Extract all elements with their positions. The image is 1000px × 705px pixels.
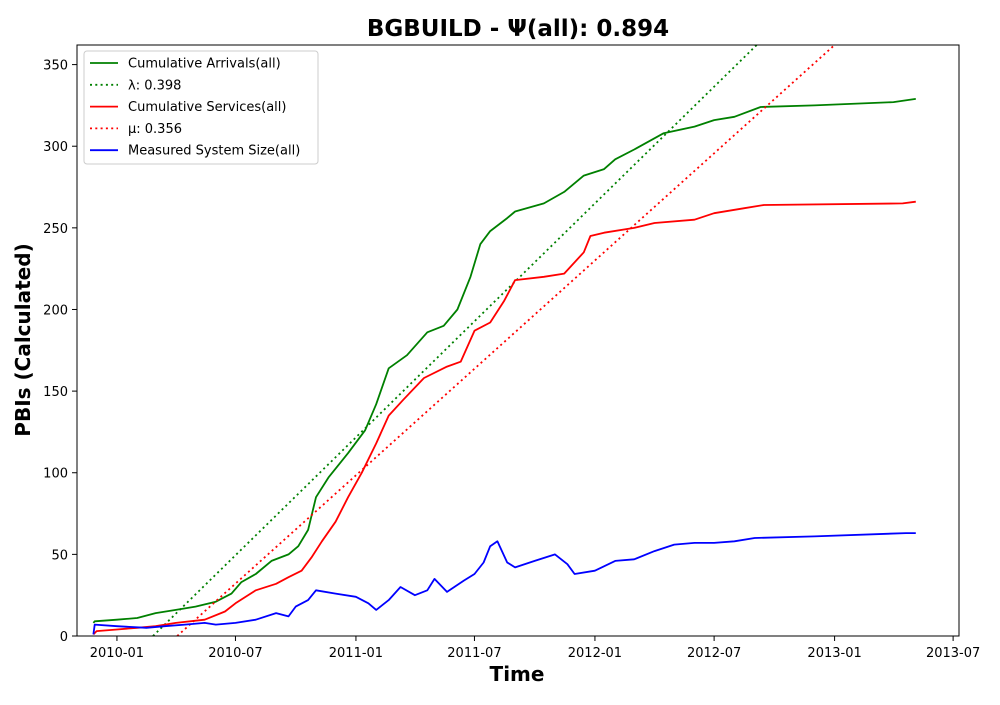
y-tick-label: 50 [51, 548, 68, 563]
x-tick-label: 2012-07 [687, 646, 741, 661]
legend: Cumulative Arrivals(all) λ: 0.398 Cumulati… [83, 50, 319, 165]
plot-frame [76, 44, 960, 637]
legend-entry: Measured System Size(all) [128, 144, 300, 159]
y-tick-label: 250 [43, 222, 68, 237]
series-line-1 [92, 98, 916, 624]
x-tick-label: 2012-01 [568, 646, 622, 661]
series-line-3 [92, 200, 916, 636]
y-tick-label: 0 [60, 630, 68, 645]
x-tick-label: 2011-07 [447, 646, 501, 661]
x-axis-label: Time [490, 662, 545, 686]
y-axis-label: PBIs (Calculated) [11, 243, 35, 436]
x-tick-label: 2013-07 [926, 646, 980, 661]
series-line-5 [92, 532, 916, 635]
x-axis: 2010-01 2010-07 2011-01 2011-07 2012-01 2012-… [90, 636, 980, 661]
y-axis: 0 50 100 150 200 250 300 350 [43, 59, 77, 645]
chart-title: BGBUILD - Ψ(all): 0.894 [367, 16, 669, 42]
legend-frame [83, 50, 319, 165]
x-tick-label: 2010-01 [90, 646, 144, 661]
legend-entry: Cumulative Services(all) [128, 100, 286, 115]
y-tick-label: 150 [43, 385, 68, 400]
x-tick-label: 2013-01 [807, 646, 861, 661]
y-tick-label: 200 [43, 303, 68, 318]
y-tick-label: 300 [43, 140, 68, 155]
legend-entry: λ: 0.398 [128, 78, 181, 93]
x-tick-label: 2011-01 [329, 646, 383, 661]
y-tick-label: 100 [43, 467, 68, 482]
legend-entry: Cumulative Arrivals(all) [128, 57, 281, 72]
legend-entry: μ: 0.356 [128, 122, 182, 137]
plot-area [76, 44, 960, 637]
y-tick-label: 350 [43, 59, 68, 74]
x-tick-label: 2010-07 [208, 646, 262, 661]
